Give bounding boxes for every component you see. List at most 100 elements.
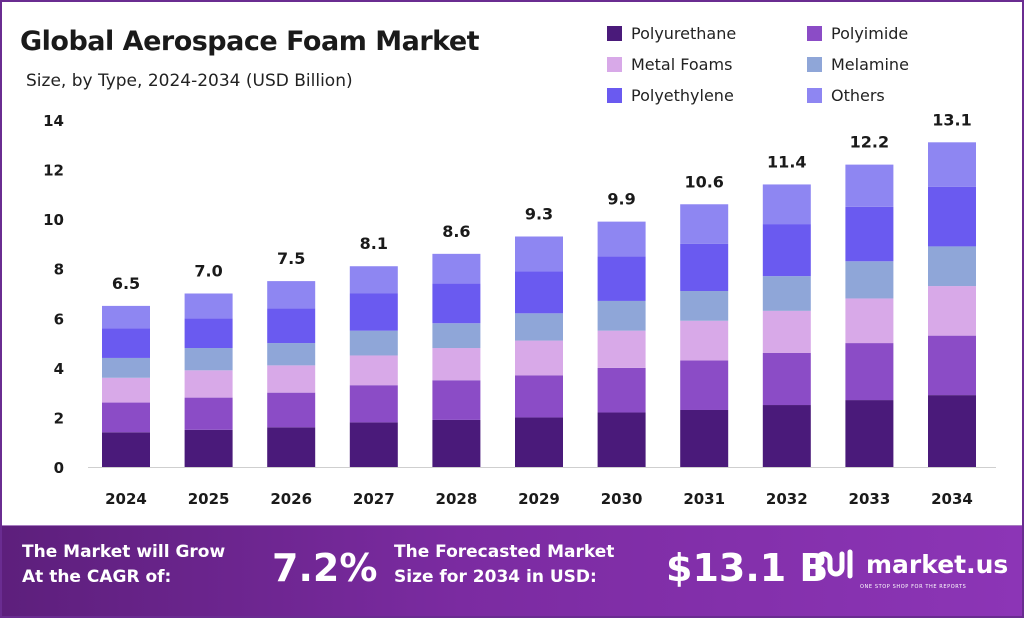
y-tick-label: 14 [43, 112, 64, 130]
bar-total-label: 6.5 [112, 274, 140, 293]
bar-segment [680, 243, 729, 292]
cagr-label: The Market will Grow At the CAGR of: [22, 540, 225, 590]
legend-label: Melamine [831, 54, 909, 74]
legend-swatch [807, 56, 822, 72]
bar-segment [349, 293, 398, 331]
legend-item-polyethylene: Polyethylene [607, 84, 807, 106]
bar-segment [928, 142, 976, 187]
bar-segment [680, 291, 729, 321]
bar-segment [349, 266, 398, 294]
bar-segment [762, 352, 811, 406]
bar-segment [102, 328, 150, 358]
bar-segment [845, 206, 894, 262]
bar-segment [762, 276, 811, 311]
bar-segment [845, 343, 894, 401]
bar-total-label: 8.6 [442, 222, 470, 241]
bar-segment [928, 395, 976, 467]
y-tick-label: 6 [54, 310, 64, 328]
legend-item-metal-foams: Metal Foams [607, 53, 807, 75]
stacked-bar-chart: 0 2 4 6 8 10 12 14 6.5 2024 7.0 2025 7.5 2026 8.1 2027 8… [43, 110, 996, 508]
bar-segment [680, 320, 729, 361]
bar-segment [432, 283, 481, 324]
bar-segment [845, 261, 894, 299]
bar-segment [515, 417, 563, 467]
market-us-logo-icon [815, 549, 853, 579]
bar-segment [349, 330, 398, 356]
bar-segment [349, 422, 398, 467]
bar-segment [432, 348, 481, 381]
bar-segment [102, 357, 150, 378]
legend-item-melamine: Melamine [807, 53, 997, 75]
bar-segment [349, 355, 398, 386]
bar-total-label: 9.3 [525, 204, 553, 223]
bar-segment [597, 221, 646, 257]
bar-total-label: 7.5 [277, 249, 305, 268]
legend-label: Polyurethane [631, 23, 737, 43]
legend-label: Polyimide [831, 23, 909, 43]
x-tick-label: 2031 [683, 490, 725, 508]
bar-segment [762, 224, 811, 277]
bar-segment [680, 409, 729, 467]
brand: market.us [814, 546, 1008, 582]
legend-item-polyimide: Polyimide [807, 22, 997, 44]
footer-banner: The Market will Grow At the CAGR of: 7.2… [2, 525, 1022, 616]
cagr-label-line2: At the CAGR of: [22, 567, 172, 587]
legend-item-polyurethane: Polyurethane [607, 22, 807, 44]
bar-total-label: 11.4 [767, 152, 806, 171]
legend-label: Polyethylene [631, 85, 734, 105]
bar-segment [102, 432, 150, 467]
forecast-label: The Forecasted Market Size for 2034 in U… [394, 540, 614, 590]
brand-tagline: ONE STOP SHOP FOR THE REPORTS [860, 584, 967, 590]
y-tick-label: 4 [54, 360, 64, 378]
legend: Polyurethane Polyimide Metal Foams Melam… [607, 22, 997, 106]
bar-segment [515, 236, 563, 272]
x-tick-label: 2026 [270, 490, 312, 508]
bar-segment [597, 412, 646, 467]
bar-segment [597, 300, 646, 331]
chart-title: Global Aerospace Foam Market [20, 26, 480, 57]
bar-segment [349, 385, 398, 423]
y-tick-label: 8 [54, 261, 64, 279]
bar-segment [597, 330, 646, 368]
bar-segment [432, 380, 481, 420]
bar-segment [267, 281, 316, 309]
x-tick-label: 2033 [849, 490, 891, 508]
bar-segment [597, 256, 646, 301]
bar-segment [432, 253, 481, 284]
x-tick-label: 2034 [931, 490, 973, 508]
x-tick-label: 2032 [766, 490, 808, 508]
bar-segment [184, 370, 233, 398]
chart-subtitle: Size, by Type, 2024-2034 (USD Billion) [26, 71, 353, 91]
bar-total-label: 10.6 [684, 172, 723, 191]
bar-segment [267, 392, 316, 428]
y-tick-label: 12 [43, 162, 64, 180]
bar-segment [432, 419, 481, 467]
bar-segment [184, 429, 233, 467]
bar-segment [267, 427, 316, 467]
forecast-label-line2: Size for 2034 in USD: [394, 567, 597, 587]
bar-segment [267, 308, 316, 344]
bar-segment [184, 318, 233, 349]
legend-swatch [807, 25, 822, 41]
legend-item-others: Others [807, 84, 997, 106]
bar-segment [515, 271, 563, 314]
y-tick-label: 0 [54, 459, 64, 477]
bar-segment [184, 348, 233, 371]
bar-segment [515, 340, 563, 376]
bar-segment [267, 343, 316, 366]
bar-segment [928, 186, 976, 247]
bar-segment [184, 293, 233, 319]
brand-name: market.us [866, 549, 1009, 579]
bar-segment [184, 397, 233, 430]
bar-segment [845, 298, 894, 344]
legend-swatch [607, 25, 622, 41]
bar-segment [762, 405, 811, 467]
bar-segment [102, 305, 150, 329]
bar-total-label: 12.2 [850, 133, 889, 152]
legend-swatch [807, 87, 822, 103]
x-tick-label: 2028 [436, 490, 478, 508]
bar-segment [845, 400, 894, 467]
forecast-value: $13.1 B [666, 546, 829, 590]
bar-segment [432, 323, 481, 349]
y-tick-label: 10 [43, 211, 64, 229]
